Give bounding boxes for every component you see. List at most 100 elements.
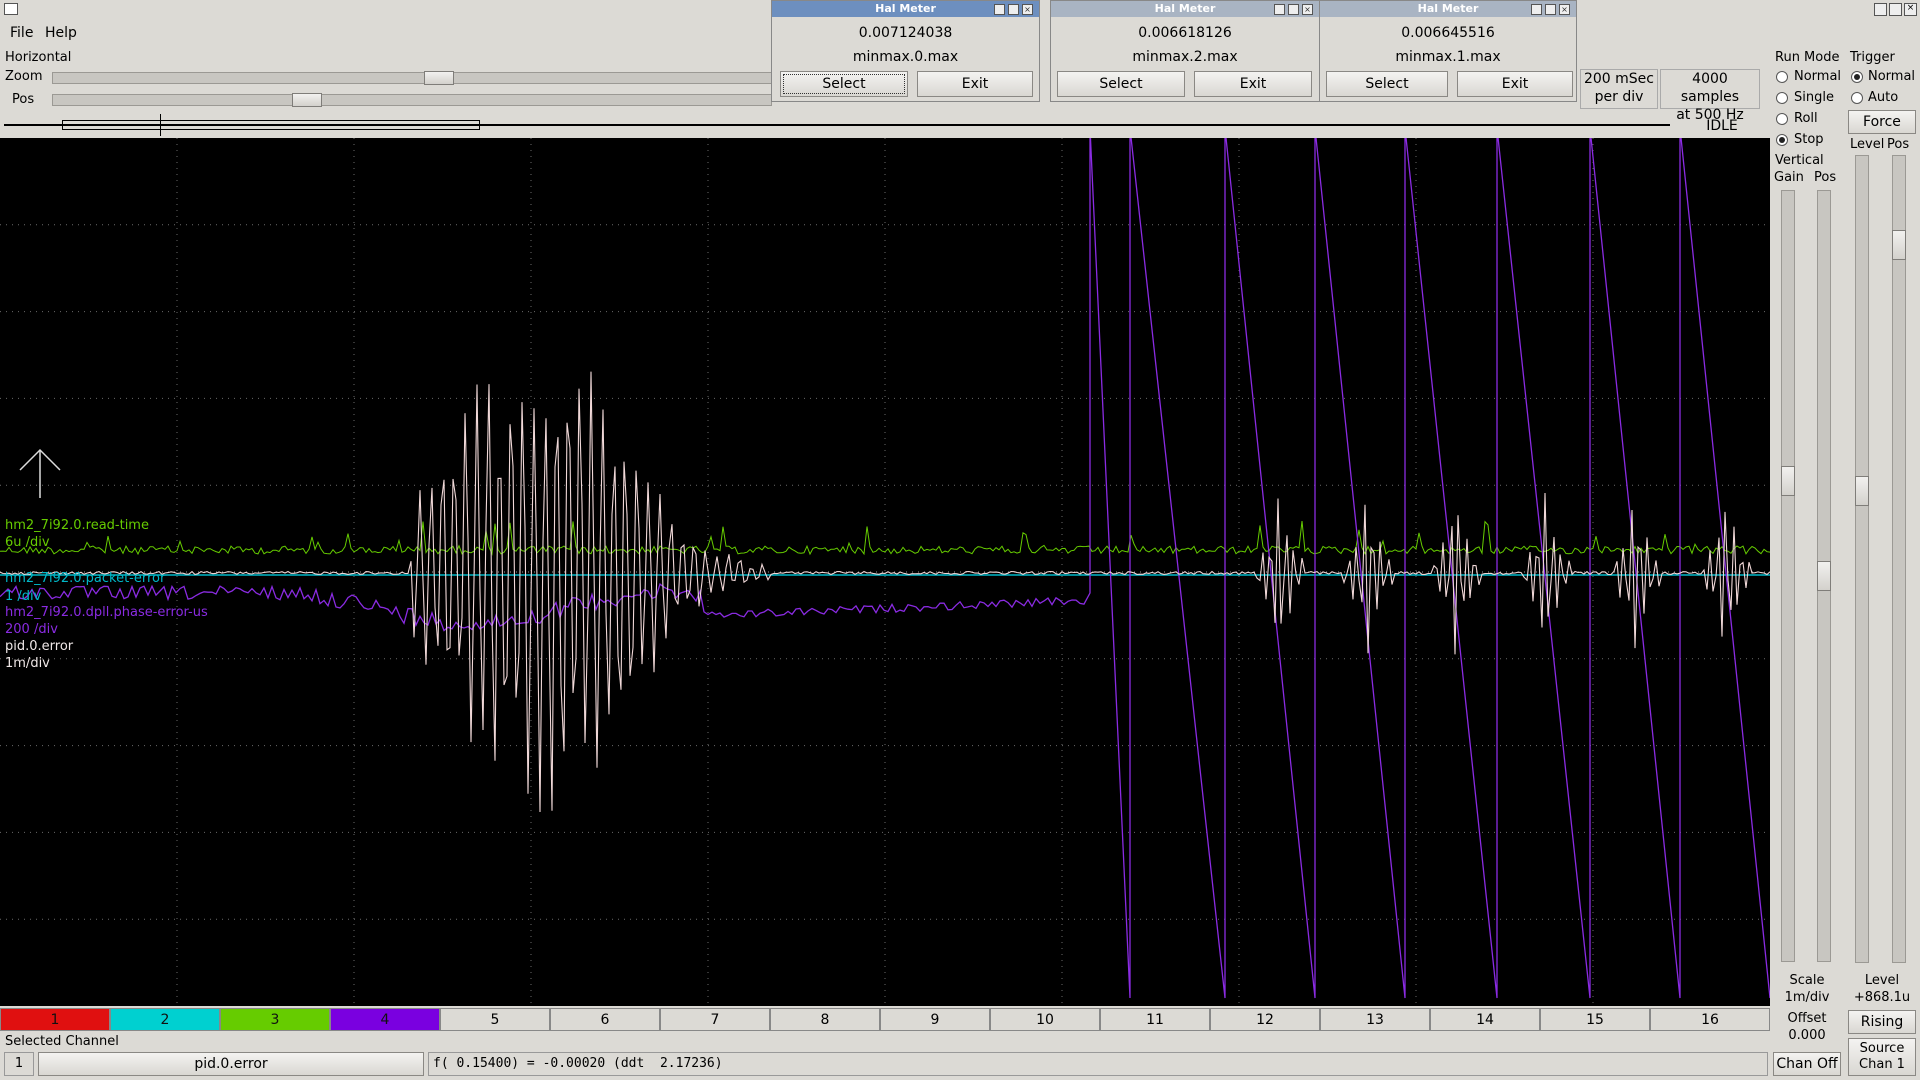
hal-meter-select-button[interactable]: Select <box>1326 71 1448 97</box>
vertical-gain-slider-thumb[interactable] <box>1781 466 1795 496</box>
trace-label-phase-error: hm2_7i92.0.dpll.phase-error-us <box>5 605 208 620</box>
vertical-gain-label: Gain <box>1774 170 1804 185</box>
minimize-icon[interactable] <box>994 4 1005 15</box>
menu-help[interactable]: Help <box>45 25 77 41</box>
trigger-pos-slider-thumb[interactable] <box>1892 230 1906 260</box>
channel-button-6[interactable]: 6 <box>550 1008 660 1031</box>
trigger-auto-label[interactable]: Auto <box>1868 90 1899 105</box>
minimize-icon[interactable] <box>1274 4 1285 15</box>
hal-meter-exit-button[interactable]: Exit <box>917 71 1033 97</box>
force-trigger-button[interactable]: Force <box>1848 110 1916 134</box>
trace-scale-read-time: 6u /div <box>5 535 50 550</box>
trigger-level-slider-thumb[interactable] <box>1855 476 1869 506</box>
hal-meter-exit-button[interactable]: Exit <box>1457 71 1573 97</box>
pos-label: Pos <box>12 92 35 107</box>
trigger-level-box[interactable]: Level +868.1u <box>1846 972 1918 1008</box>
channel-button-7[interactable]: 7 <box>660 1008 770 1031</box>
hal-meter-select-button[interactable]: Select <box>1057 71 1185 97</box>
channel-button-1[interactable]: 1 <box>0 1008 110 1031</box>
run-mode-single-label[interactable]: Single <box>1794 90 1834 105</box>
trigger-pos-slider[interactable] <box>1892 155 1906 963</box>
zoom-slider[interactable] <box>52 72 772 84</box>
hal-meter-pin: minmax.1.max <box>1395 49 1501 65</box>
channel-button-8[interactable]: 8 <box>770 1008 880 1031</box>
trigger-level-slider[interactable] <box>1855 155 1869 963</box>
trigger-normal-radio[interactable] <box>1851 71 1863 83</box>
run-mode-single-radio[interactable] <box>1776 92 1788 104</box>
vertical-scale-title: Scale <box>1789 973 1825 988</box>
trace-scale-phase-error: 200 /div <box>5 622 58 637</box>
close-icon[interactable]: × <box>1022 4 1033 15</box>
selected-channel-number: 1 <box>4 1052 34 1076</box>
vertical-pos-label: Pos <box>1814 170 1837 185</box>
trace-label-read-time: hm2_7i92.0.read-time <box>5 518 149 533</box>
horizontal-title: Horizontal <box>5 50 72 65</box>
maximize-icon[interactable] <box>1008 4 1019 15</box>
minimize-icon[interactable] <box>1874 3 1887 16</box>
pos-slider[interactable] <box>52 94 772 106</box>
record-trigger-marker <box>160 114 161 136</box>
window-menu-icon[interactable] <box>4 3 18 15</box>
channel-button-13[interactable]: 13 <box>1320 1008 1430 1031</box>
hal-meter-exit-button[interactable]: Exit <box>1194 71 1312 97</box>
zoom-slider-thumb[interactable] <box>424 71 454 85</box>
trigger-source-title: Source <box>1859 1041 1905 1056</box>
sample-rate: at 500 Hz <box>1676 107 1744 123</box>
channel-button-3[interactable]: 3 <box>220 1008 330 1031</box>
maximize-icon[interactable] <box>1288 4 1299 15</box>
close-icon[interactable]: × <box>1559 4 1570 15</box>
hal-meter-value: 0.006645516 <box>1401 25 1495 41</box>
channel-button-11[interactable]: 11 <box>1100 1008 1210 1031</box>
minimize-icon[interactable] <box>1531 4 1542 15</box>
vertical-scale-value: 1m/div <box>1784 990 1830 1005</box>
trigger-normal-label[interactable]: Normal <box>1868 69 1916 84</box>
sample-count: 4000 samples <box>1680 71 1740 105</box>
vertical-gain-slider[interactable] <box>1781 190 1795 962</box>
pos-slider-thumb[interactable] <box>292 93 322 107</box>
hal-meter-value: 0.006618126 <box>1138 25 1232 41</box>
channel-button-14[interactable]: 14 <box>1430 1008 1540 1031</box>
run-mode-normal-radio[interactable] <box>1776 71 1788 83</box>
channel-button-15[interactable]: 15 <box>1540 1008 1650 1031</box>
channel-button-5[interactable]: 5 <box>440 1008 550 1031</box>
chan-off-button[interactable]: Chan Off <box>1773 1052 1841 1076</box>
trigger-arrow-head <box>19 448 61 471</box>
close-icon[interactable]: × <box>1302 4 1313 15</box>
vertical-pos-slider-thumb[interactable] <box>1817 561 1831 591</box>
hal-meter-select-button[interactable]: Select <box>780 71 908 97</box>
channel-button-2[interactable]: 2 <box>110 1008 220 1031</box>
record-window-box[interactable] <box>62 120 480 130</box>
hal-meter-pin: minmax.0.max <box>852 49 959 65</box>
zoom-label: Zoom <box>5 69 43 84</box>
close-icon[interactable]: × <box>1904 3 1917 16</box>
scope-traces <box>0 138 1770 999</box>
maximize-icon[interactable] <box>1545 4 1556 15</box>
trigger-title: Trigger <box>1850 50 1895 65</box>
status-idle: IDLE <box>1706 118 1738 134</box>
sample-info: 4000 samples at 500 Hz <box>1660 69 1760 123</box>
hal-meter-title: Hal Meter <box>772 1 1039 17</box>
run-mode-stop-radio[interactable] <box>1776 134 1788 146</box>
vertical-offset-value: 0.000 <box>1788 1028 1826 1043</box>
selected-channel-name-button[interactable]: pid.0.error <box>38 1052 424 1076</box>
trigger-pos-label: Pos <box>1887 137 1910 152</box>
vertical-offset-box[interactable]: Offset 0.000 <box>1772 1010 1842 1046</box>
maximize-icon[interactable] <box>1889 3 1902 16</box>
channel-button-12[interactable]: 12 <box>1210 1008 1320 1031</box>
channel-button-10[interactable]: 10 <box>990 1008 1100 1031</box>
trigger-source-button[interactable]: Source Chan 1 <box>1848 1038 1916 1076</box>
channel-button-16[interactable]: 16 <box>1650 1008 1770 1031</box>
run-mode-roll-label[interactable]: Roll <box>1794 111 1818 126</box>
time-per-div: 200 mSec per div <box>1580 69 1658 109</box>
vertical-scale-box[interactable]: Scale 1m/div <box>1772 972 1842 1008</box>
trigger-level-value: +868.1u <box>1853 990 1911 1005</box>
trigger-auto-radio[interactable] <box>1851 92 1863 104</box>
run-mode-stop-label[interactable]: Stop <box>1794 132 1824 147</box>
scope-display[interactable] <box>0 138 1770 1006</box>
run-mode-roll-radio[interactable] <box>1776 113 1788 125</box>
run-mode-normal-label[interactable]: Normal <box>1794 69 1842 84</box>
menu-file[interactable]: File <box>10 25 34 41</box>
channel-button-9[interactable]: 9 <box>880 1008 990 1031</box>
channel-button-4[interactable]: 4 <box>330 1008 440 1031</box>
trigger-edge-button[interactable]: Rising <box>1848 1010 1916 1034</box>
